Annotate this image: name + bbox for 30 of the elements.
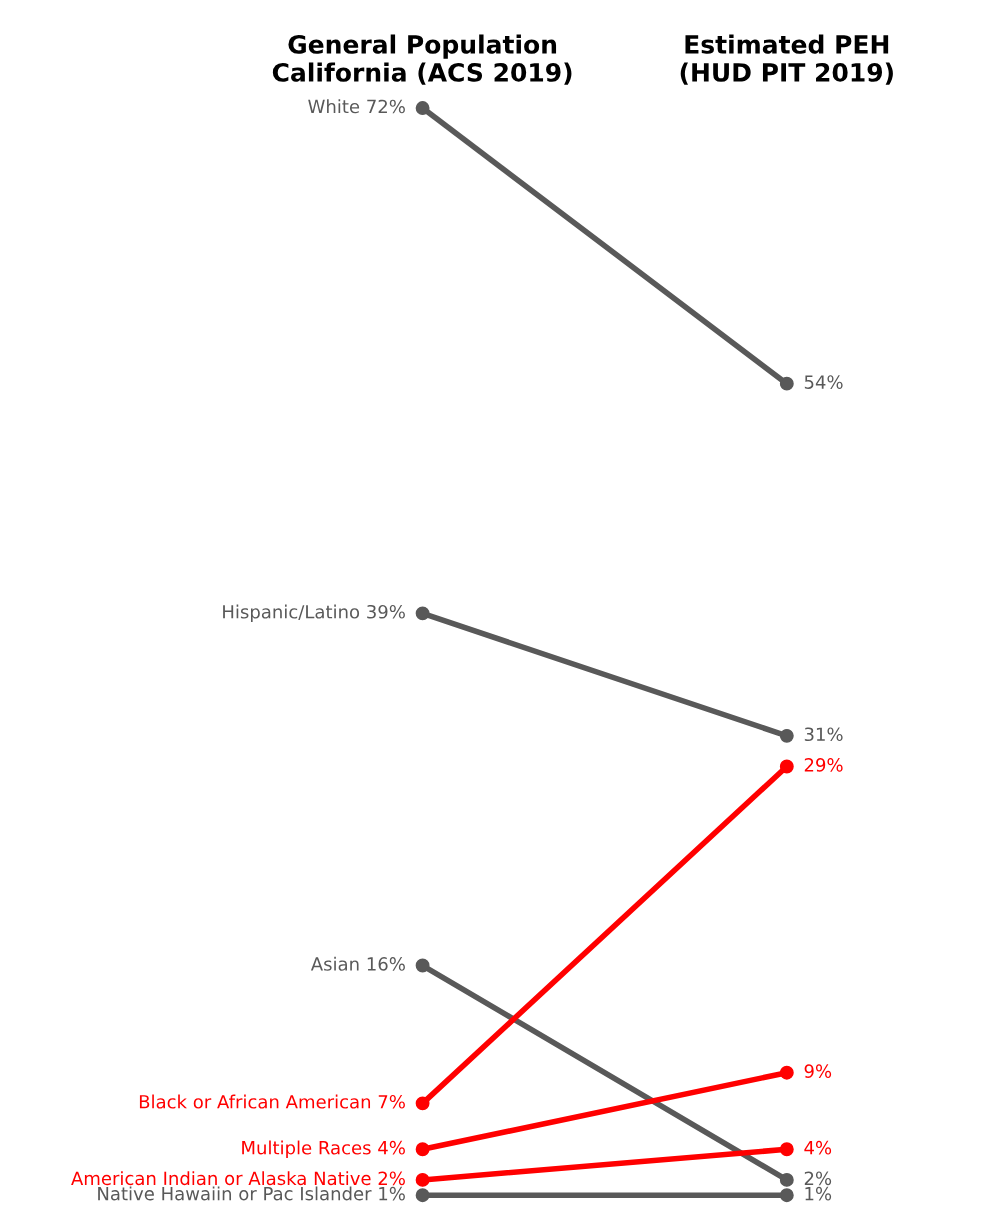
text: Native Hawaiin or Pac Islander 1% (98, 1186, 405, 1201)
data-label: 2% (804, 1171, 832, 1186)
point (415, 958, 430, 973)
text: Asian 16% (310, 956, 405, 971)
x-tick-label: General Population California (ACS 2019) (272, 34, 572, 85)
point (779, 728, 794, 743)
text: White 72% (308, 99, 405, 114)
point (415, 606, 430, 621)
data-label: 31% (804, 727, 843, 742)
text: American Indian or Alaska Native 2% (71, 1171, 405, 1186)
text: Black or African American 7% (139, 1094, 405, 1109)
point (415, 1188, 430, 1203)
point (779, 1188, 794, 1203)
x-tick-label: Estimated PEH (HUD PIT 2019) (680, 34, 893, 85)
data-label: 29% (804, 758, 843, 772)
text: Hispanic/Latino 39% (223, 604, 405, 623)
text: Multiple Races 4% (242, 1140, 405, 1159)
point (415, 1142, 430, 1157)
data-label: 54% (804, 375, 843, 389)
point (779, 1065, 794, 1080)
point (779, 1172, 794, 1187)
data-label: 9% (804, 1064, 832, 1078)
point (779, 376, 794, 391)
data-label: 1% (805, 1186, 832, 1201)
point (779, 1142, 794, 1157)
data-label: 4% (804, 1140, 832, 1155)
point (415, 101, 430, 115)
point (415, 1172, 430, 1187)
point (415, 1096, 430, 1111)
point (779, 759, 794, 774)
